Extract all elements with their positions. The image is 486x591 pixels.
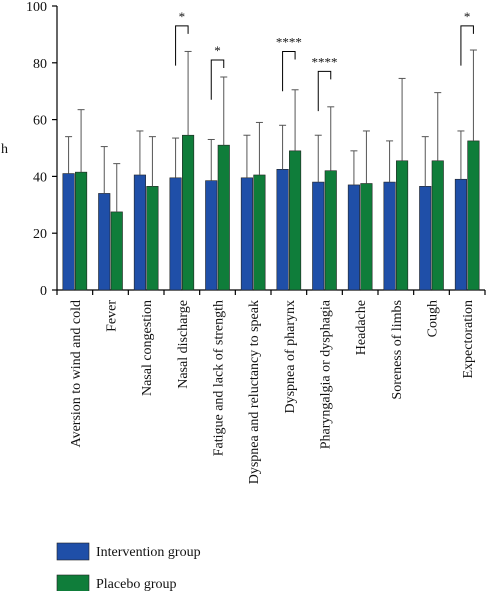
placebo-bar bbox=[467, 140, 480, 291]
y-tick-label: 60 bbox=[33, 114, 47, 129]
placebo-bar bbox=[182, 134, 195, 291]
intervention-bar bbox=[276, 169, 289, 291]
intervention-bar bbox=[98, 193, 111, 291]
legend-label: Intervention group bbox=[96, 545, 201, 560]
x-tick-label: Aversion to wind and cold bbox=[69, 300, 84, 448]
significance-label: **** bbox=[312, 54, 338, 69]
intervention-bar bbox=[312, 181, 325, 291]
x-tick-label: Cough bbox=[426, 300, 441, 337]
x-tick-label: Soreness of limbs bbox=[390, 300, 405, 400]
x-tick-label: Dyspnea and reluctancy to speak bbox=[247, 300, 262, 484]
significance-bracket bbox=[317, 70, 332, 112]
y-tick-label: 100 bbox=[26, 0, 47, 15]
intervention-bar bbox=[454, 178, 467, 291]
error-bars bbox=[65, 49, 477, 212]
y-tick-label: 80 bbox=[33, 57, 47, 72]
placebo-bar bbox=[431, 160, 444, 291]
significance-label: * bbox=[179, 9, 186, 24]
significance-bracket bbox=[175, 25, 189, 66]
bars bbox=[62, 134, 480, 291]
significance-bracket bbox=[282, 50, 296, 92]
x-tick-label: Fever bbox=[105, 300, 120, 332]
x-tick-label: Fatigue and lack of strength bbox=[212, 300, 227, 456]
significance-bracket bbox=[460, 25, 474, 66]
intervention-legend-swatch bbox=[56, 542, 90, 561]
placebo-bar bbox=[217, 144, 230, 291]
intervention-bar bbox=[205, 180, 218, 291]
intervention-bar bbox=[62, 173, 75, 291]
x-tick-label: Headache bbox=[354, 300, 369, 355]
x-tick-label: Nasal discharge bbox=[176, 300, 191, 389]
placebo-bar bbox=[360, 183, 373, 291]
intervention-bar bbox=[240, 177, 253, 291]
intervention-bar bbox=[133, 174, 146, 291]
intervention-bar bbox=[347, 184, 360, 291]
axes: 0 20 40 60 80 100 h bbox=[1, 0, 486, 299]
placebo-bar bbox=[324, 170, 337, 291]
y-axis-label: h bbox=[1, 142, 8, 157]
significance-brackets: *********** bbox=[175, 9, 474, 112]
x-tick-label: Expectoration bbox=[461, 300, 476, 379]
placebo-legend-swatch bbox=[56, 574, 90, 591]
significance-label: **** bbox=[276, 34, 302, 49]
placebo-bar bbox=[110, 211, 123, 291]
x-tick-label: Pharyngalgia or dysphagia bbox=[319, 299, 334, 449]
significance-label: * bbox=[214, 43, 221, 58]
y-tick-label: 0 bbox=[40, 284, 47, 299]
significance-bracket bbox=[210, 59, 225, 100]
y-tick-label: 40 bbox=[33, 170, 47, 185]
x-tick-label: Nasal congestion bbox=[140, 300, 155, 396]
placebo-bar bbox=[253, 174, 266, 291]
intervention-bar bbox=[383, 181, 396, 291]
placebo-bar bbox=[146, 186, 159, 291]
placebo-bar bbox=[75, 171, 88, 291]
category-labels: Aversion to wind and cold Fever Nasal cong… bbox=[69, 299, 476, 484]
significance-label: * bbox=[464, 9, 471, 24]
intervention-bar bbox=[419, 186, 432, 291]
legend: Intervention group Placebo group bbox=[56, 542, 201, 591]
x-tick-label: Dyspnea of pharynx bbox=[283, 300, 298, 414]
intervention-bar bbox=[169, 177, 182, 291]
legend-label: Placebo group bbox=[96, 577, 176, 591]
y-tick-label: 20 bbox=[33, 227, 47, 242]
placebo-bar bbox=[396, 160, 409, 291]
placebo-bar bbox=[289, 150, 302, 291]
